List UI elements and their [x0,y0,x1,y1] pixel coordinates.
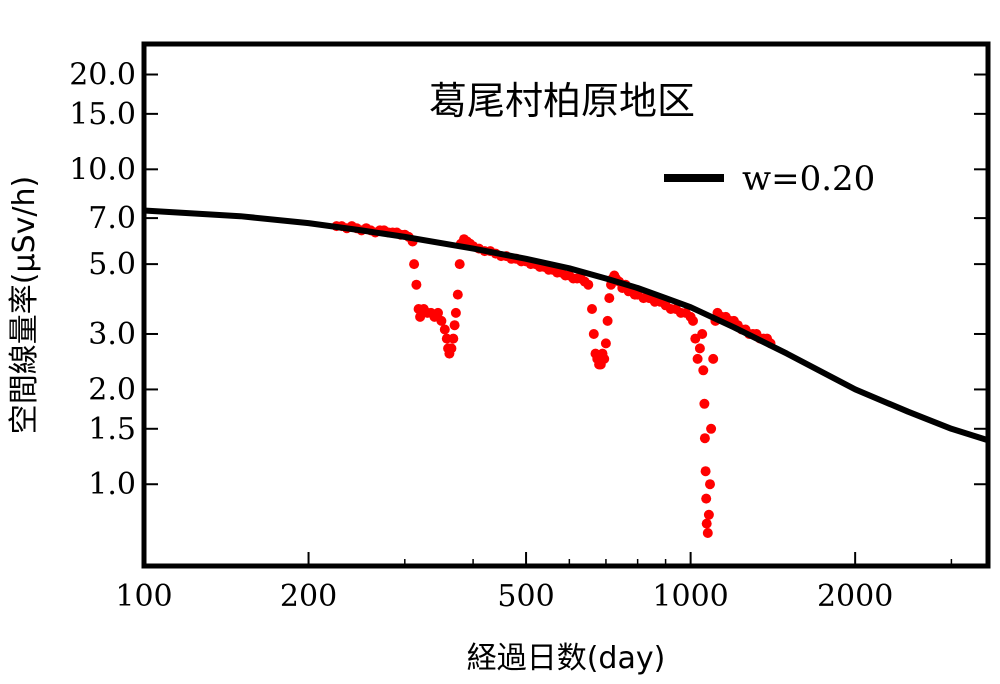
y-axis-title: 空間線量率(μSv/h) [7,176,42,434]
y-tick-label: 5.0 [88,247,136,282]
y-tick-label: 7.0 [88,201,136,236]
scatter-point [411,279,422,290]
y-tick-label: 20.0 [69,58,136,93]
scatter-point [415,311,426,322]
scatter-point [699,398,710,409]
scatter-point [599,353,610,364]
data-marks [143,207,989,538]
y-tick-label: 10.0 [69,152,136,187]
x-tick-label: 200 [280,579,337,614]
y-tick-label: 1.0 [88,467,136,502]
scatter-point [600,338,611,349]
x-tick-label: 500 [497,579,554,614]
x-axis-title: 経過日数(day) [467,641,666,676]
series-line-fit [143,207,989,444]
scatter-point [698,365,709,376]
scatter-point [694,343,705,354]
x-tick-label: 1000 [652,579,728,614]
scatter-point [439,324,450,335]
y-tick-label: 3.0 [88,317,136,352]
scatter-point [454,259,465,270]
scatter-point [446,343,457,354]
scatter-point [602,315,613,326]
y-tick-label: 1.5 [88,412,136,447]
y-tick-label: 15.0 [69,97,136,132]
scatter-point [697,329,708,339]
scatter-point [705,479,715,490]
scatter-point [433,307,443,318]
scatter-point [449,320,460,331]
scatter-point [708,353,719,364]
scatter-point [604,293,615,304]
scatter-point [588,329,599,339]
legend: w=0.20 [664,159,875,199]
scatter-point [700,466,711,477]
scatter-point [702,528,713,538]
chart-title: 葛尾村柏原地区 [429,79,695,123]
scatter-point [692,353,703,364]
x-tick-label: 2000 [817,579,893,614]
scatter-point [583,279,594,290]
x-tick-label: 100 [115,579,172,614]
legend-label-fit: w=0.20 [742,159,875,199]
scatter-point [688,315,698,326]
scatter-point [448,333,459,344]
scatter-point [699,433,710,444]
scatter-point [452,289,463,300]
scatter-point [436,315,447,326]
axes: 100 200 500 1000 2000 1.0 1.5 2.0 3.0 5.0 7.0 10.0 1… [69,58,988,614]
scatter-point [706,423,717,434]
plot-frame [141,41,991,569]
scatter-point [701,518,712,529]
scatter-point [450,307,461,318]
scatter-point [409,259,420,270]
scatter-point [703,509,714,520]
y-tick-label: 2.0 [88,372,136,407]
scatter-point [701,493,712,504]
scatter-point [587,304,597,314]
